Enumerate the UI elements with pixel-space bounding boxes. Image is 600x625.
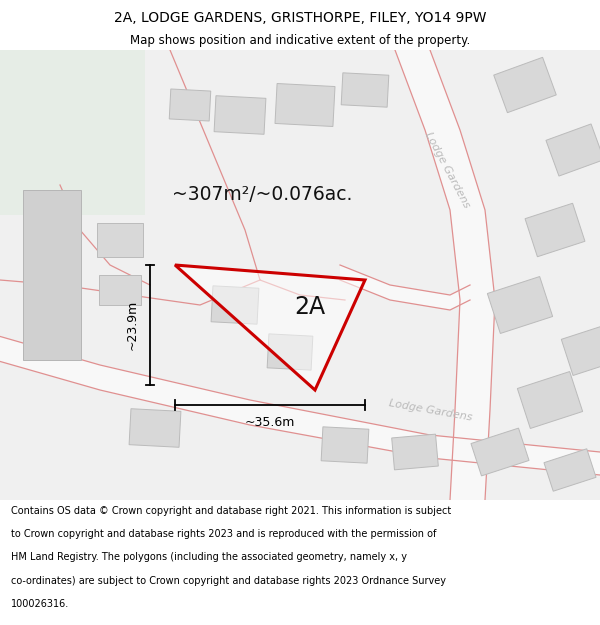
Text: HM Land Registry. The polygons (including the associated geometry, namely x, y: HM Land Registry. The polygons (includin…	[11, 552, 407, 562]
Polygon shape	[562, 324, 600, 376]
Polygon shape	[175, 265, 365, 390]
Polygon shape	[0, 335, 600, 475]
Text: Lodge Gardens: Lodge Gardens	[423, 131, 471, 209]
Text: ~23.9m: ~23.9m	[125, 300, 139, 350]
Polygon shape	[321, 427, 369, 463]
Polygon shape	[494, 58, 556, 112]
Text: co-ordinates) are subject to Crown copyright and database rights 2023 Ordnance S: co-ordinates) are subject to Crown copyr…	[11, 576, 446, 586]
Polygon shape	[267, 334, 313, 370]
Polygon shape	[99, 275, 141, 305]
Text: to Crown copyright and database rights 2023 and is reproduced with the permissio: to Crown copyright and database rights 2…	[11, 529, 436, 539]
Polygon shape	[546, 124, 600, 176]
Polygon shape	[471, 428, 529, 476]
Polygon shape	[275, 84, 335, 126]
Polygon shape	[487, 276, 553, 334]
Text: Contains OS data © Crown copyright and database right 2021. This information is : Contains OS data © Crown copyright and d…	[11, 506, 451, 516]
Text: Map shows position and indicative extent of the property.: Map shows position and indicative extent…	[130, 34, 470, 47]
Text: 2A, LODGE GARDENS, GRISTHORPE, FILEY, YO14 9PW: 2A, LODGE GARDENS, GRISTHORPE, FILEY, YO…	[114, 11, 486, 25]
Polygon shape	[544, 449, 596, 491]
Polygon shape	[392, 434, 439, 470]
Polygon shape	[169, 89, 211, 121]
Text: Lodge Gardens: Lodge Gardens	[388, 398, 472, 422]
Polygon shape	[129, 409, 181, 447]
Polygon shape	[214, 96, 266, 134]
Polygon shape	[97, 223, 143, 257]
Text: 100026316.: 100026316.	[11, 599, 69, 609]
Polygon shape	[395, 50, 495, 500]
Polygon shape	[341, 73, 389, 107]
Text: ~307m²/~0.076ac.: ~307m²/~0.076ac.	[172, 186, 352, 204]
Polygon shape	[517, 371, 583, 429]
Polygon shape	[211, 286, 259, 324]
Text: ~35.6m: ~35.6m	[245, 416, 295, 429]
Polygon shape	[340, 265, 470, 310]
Text: 2A: 2A	[295, 294, 326, 319]
Polygon shape	[525, 203, 585, 257]
Polygon shape	[0, 50, 145, 215]
Polygon shape	[23, 190, 81, 360]
